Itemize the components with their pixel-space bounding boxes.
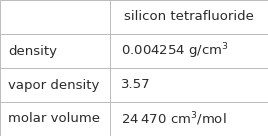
Text: 3.57: 3.57 <box>121 78 150 92</box>
Text: molar volume: molar volume <box>8 112 100 126</box>
Text: silicon tetrafluoride: silicon tetrafluoride <box>124 10 254 24</box>
Text: 24 470 cm$^{3}$/mol: 24 470 cm$^{3}$/mol <box>121 110 226 128</box>
Text: vapor density: vapor density <box>8 78 99 92</box>
Text: 0.004254 g/cm$^{3}$: 0.004254 g/cm$^{3}$ <box>121 41 228 61</box>
Text: density: density <box>8 44 57 58</box>
